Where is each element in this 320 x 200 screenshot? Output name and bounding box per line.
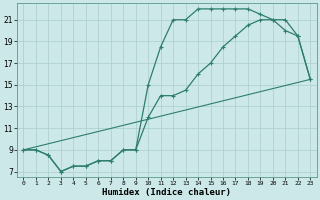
X-axis label: Humidex (Indice chaleur): Humidex (Indice chaleur) xyxy=(102,188,231,197)
